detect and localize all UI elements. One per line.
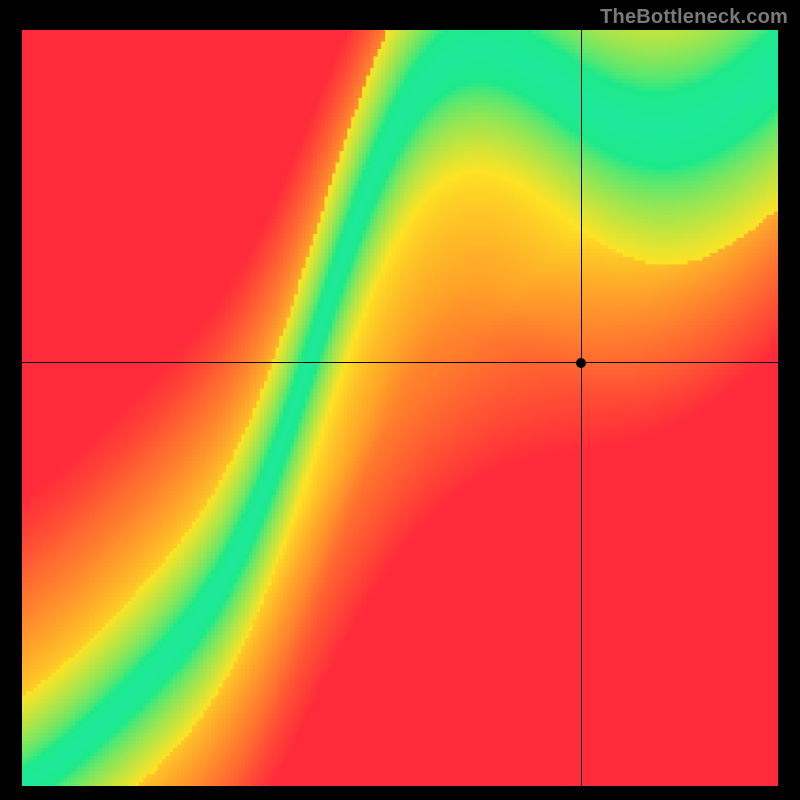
bottleneck-heatmap [22,30,778,786]
crosshair-vertical [581,30,582,786]
watermark-text: TheBottleneck.com [600,6,788,29]
crosshair-horizontal [22,362,778,363]
chart-container: TheBottleneck.com [0,0,800,800]
